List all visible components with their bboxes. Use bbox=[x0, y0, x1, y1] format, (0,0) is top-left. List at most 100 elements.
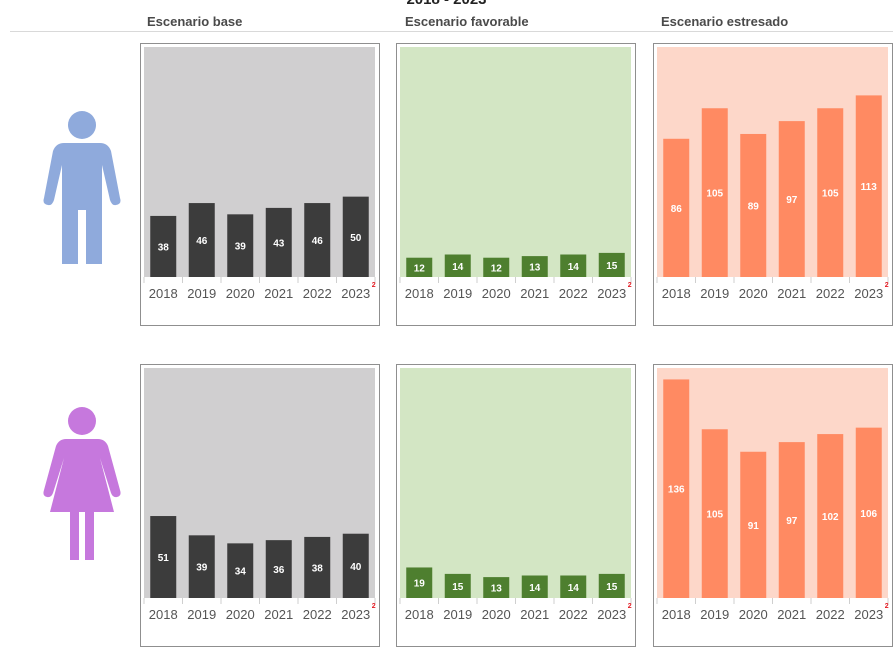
x-tick-label: 2018 bbox=[149, 286, 178, 301]
bar-chart-svg: 136 2018 105 2019 91 2020 97 2021 102 2022 106 2023… bbox=[656, 368, 889, 622]
x-tick-label: 2018 bbox=[662, 286, 691, 301]
bar bbox=[740, 451, 767, 598]
bar-value-label: 34 bbox=[235, 567, 247, 578]
bar bbox=[483, 577, 510, 598]
bar bbox=[406, 257, 433, 277]
bar-value-label: 105 bbox=[706, 189, 723, 200]
x-tick-label: 2020 bbox=[739, 607, 768, 622]
x-tick-label: 2020 bbox=[482, 286, 511, 301]
bar-value-label: 102 bbox=[822, 512, 839, 523]
bar bbox=[304, 536, 331, 598]
bar-value-label: 46 bbox=[196, 236, 208, 247]
bar-value-label: 97 bbox=[786, 516, 798, 527]
x-tick-label: 2021 bbox=[777, 607, 806, 622]
bar-value-label: 50 bbox=[350, 233, 362, 244]
x-tick-label: 2022 bbox=[303, 607, 332, 622]
bar bbox=[778, 442, 805, 598]
bar-value-label: 15 bbox=[606, 582, 618, 593]
bar-value-label: 136 bbox=[668, 485, 685, 496]
x-tick-label: 2021 bbox=[520, 607, 549, 622]
bar bbox=[598, 573, 625, 598]
x-tick-label: 2020 bbox=[226, 607, 255, 622]
plot-area bbox=[657, 47, 888, 277]
x-tick-label: 2021 bbox=[777, 286, 806, 301]
chart-female-stressed: 136 2018 105 2019 91 2020 97 2021 102 2022 106 2023… bbox=[653, 364, 893, 647]
chart-female-favorable: 19 2018 15 2019 13 2020 14 2021 14 2022 15 2023 2 bbox=[396, 364, 636, 647]
bar bbox=[663, 138, 690, 277]
bar-value-label: 14 bbox=[452, 262, 464, 273]
bar-value-label: 14 bbox=[529, 583, 541, 594]
bar bbox=[598, 252, 625, 277]
bar-value-label: 15 bbox=[452, 582, 464, 593]
bar bbox=[817, 108, 844, 277]
bar-value-label: 86 bbox=[671, 204, 683, 215]
x-tick-label: 2019 bbox=[700, 607, 729, 622]
bar-value-label: 38 bbox=[158, 242, 170, 253]
x-tick-label: 2023 bbox=[341, 286, 370, 301]
bar-value-label: 46 bbox=[312, 236, 324, 247]
bar bbox=[663, 379, 690, 598]
footnote-marker: 2 bbox=[372, 603, 376, 610]
x-tick-label: 2019 bbox=[187, 286, 216, 301]
bar-value-label: 13 bbox=[529, 263, 541, 274]
bar-value-label: 39 bbox=[235, 242, 247, 253]
bar bbox=[701, 108, 728, 277]
x-tick-label: 2022 bbox=[816, 286, 845, 301]
plot-area bbox=[400, 47, 631, 277]
bar-value-label: 43 bbox=[273, 238, 285, 249]
bar bbox=[406, 567, 433, 598]
bar-value-label: 36 bbox=[273, 565, 285, 576]
bar-value-label: 38 bbox=[312, 563, 324, 574]
bar bbox=[188, 535, 215, 598]
footnote-marker: 2 bbox=[885, 603, 889, 610]
footnote-marker: 2 bbox=[628, 603, 632, 610]
bar bbox=[444, 254, 471, 277]
bar bbox=[227, 214, 254, 277]
x-tick-label: 2021 bbox=[264, 286, 293, 301]
footnote-marker: 2 bbox=[628, 282, 632, 289]
bar-value-label: 89 bbox=[748, 201, 760, 212]
female-figure-icon bbox=[43, 407, 121, 560]
plot-area bbox=[144, 47, 375, 277]
chart-female-base: 51 2018 39 2019 34 2020 36 2021 38 2022 40 2023 2 bbox=[140, 364, 380, 647]
bar bbox=[150, 215, 177, 277]
x-tick-label: 2019 bbox=[443, 607, 472, 622]
x-tick-label: 2022 bbox=[559, 286, 588, 301]
bar-value-label: 14 bbox=[568, 262, 580, 273]
x-tick-label: 2021 bbox=[520, 286, 549, 301]
x-tick-label: 2023 bbox=[597, 607, 626, 622]
bar bbox=[521, 256, 548, 277]
x-tick-label: 2020 bbox=[226, 286, 255, 301]
footnote-marker: 2 bbox=[372, 282, 376, 289]
bar bbox=[483, 257, 510, 277]
x-tick-label: 2019 bbox=[700, 286, 729, 301]
plot-area bbox=[144, 368, 375, 598]
bar-value-label: 51 bbox=[158, 553, 170, 564]
x-tick-label: 2023 bbox=[854, 607, 883, 622]
chart-male-favorable: 12 2018 14 2019 12 2020 13 2021 14 2022 15 2023 2 bbox=[396, 43, 636, 326]
bar bbox=[342, 533, 369, 598]
bar-value-label: 12 bbox=[491, 263, 503, 274]
bar bbox=[778, 121, 805, 277]
x-tick-label: 2018 bbox=[149, 607, 178, 622]
header-divider bbox=[10, 31, 893, 32]
bar-value-label: 12 bbox=[414, 263, 426, 274]
bar bbox=[265, 540, 292, 598]
x-tick-label: 2018 bbox=[662, 607, 691, 622]
bar bbox=[560, 575, 587, 598]
bar bbox=[521, 575, 548, 598]
bar-value-label: 13 bbox=[491, 584, 503, 595]
bar bbox=[444, 573, 471, 598]
bar-value-label: 39 bbox=[196, 563, 208, 574]
bar-value-label: 15 bbox=[606, 261, 618, 272]
bar-value-label: 105 bbox=[822, 189, 839, 200]
bar bbox=[817, 434, 844, 598]
x-tick-label: 2021 bbox=[264, 607, 293, 622]
x-tick-label: 2023 bbox=[597, 286, 626, 301]
bar-value-label: 40 bbox=[350, 562, 362, 573]
page-title: 2018 - 2023 bbox=[0, 0, 893, 8]
